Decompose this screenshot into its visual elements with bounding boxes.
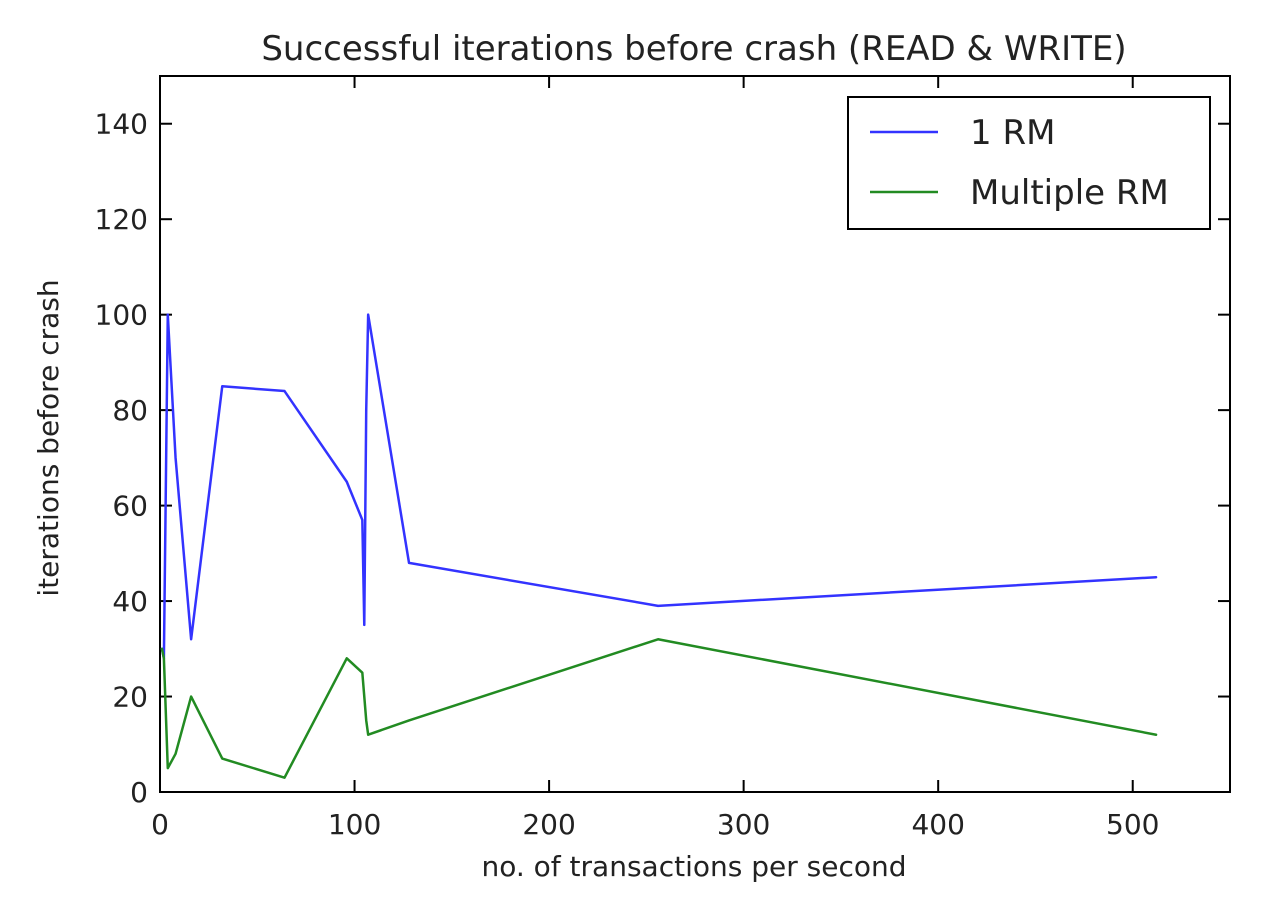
x-tick-label: 500 <box>1106 808 1159 841</box>
series-point-multiple-rm <box>345 657 348 660</box>
x-tick-label: 400 <box>911 808 964 841</box>
y-tick-label: 80 <box>112 394 148 427</box>
series-line-1-rm <box>160 313 1158 660</box>
series-point-1-rm <box>166 313 169 316</box>
series-point-1-rm <box>363 624 366 626</box>
y-ticks: 0 20 40 60 80 100 120 140 <box>95 108 1230 809</box>
series-point-1-rm <box>345 480 348 483</box>
series-point-multiple-rm <box>221 757 224 760</box>
series-point-1-rm <box>221 385 224 388</box>
y-axis-label: iterations before crash <box>32 279 65 596</box>
series-line-multiple-rm <box>160 638 1158 779</box>
y-tick-label: 60 <box>112 490 148 523</box>
series-point-multiple-rm <box>1155 733 1157 736</box>
legend: 1 RM Multiple RM <box>847 96 1211 230</box>
x-tick-label: 200 <box>522 808 575 841</box>
x-tick-label: 300 <box>717 808 770 841</box>
series-point-multiple-rm <box>166 767 169 769</box>
series-point-multiple-rm <box>163 657 165 660</box>
chart-title: Successful iterations before crash (READ… <box>261 29 1126 69</box>
series-point-1-rm <box>657 605 659 607</box>
x-tick-label: 100 <box>328 808 381 841</box>
y-tick-label: 0 <box>130 776 148 809</box>
x-axis-label: no. of transactions per second <box>481 850 906 883</box>
series-point-multiple-rm <box>174 753 177 755</box>
legend-box <box>847 96 1211 230</box>
legend-label-multiple-rm: Multiple RM <box>970 173 1169 213</box>
legend-label-1-rm: 1 RM <box>970 113 1055 153</box>
series-point-multiple-rm <box>408 719 410 722</box>
series-point-multiple-rm <box>361 671 364 674</box>
series-point-1-rm <box>408 562 410 564</box>
x-tick-label: 0 <box>151 808 169 841</box>
series-point-multiple-rm <box>161 648 163 650</box>
plot-frame <box>159 75 1231 793</box>
y-tick-label: 100 <box>95 299 148 332</box>
series-point-multiple-rm <box>190 695 192 698</box>
series-point-multiple-rm <box>365 719 368 722</box>
x-ticks: 0 100 200 300 400 500 <box>151 76 1159 841</box>
series-point-multiple-rm <box>657 638 659 641</box>
series-point-1-rm <box>283 390 286 392</box>
y-tick-label: 140 <box>95 108 148 141</box>
y-tick-label: 120 <box>95 203 148 236</box>
series-point-1-rm <box>367 313 369 316</box>
y-tick-label: 20 <box>112 681 148 714</box>
series-point-multiple-rm <box>363 695 366 698</box>
series-point-multiple-rm <box>283 776 286 779</box>
series-point-1-rm <box>190 638 192 641</box>
series-point-1-rm <box>174 457 177 459</box>
series-point-1-rm <box>1155 576 1157 578</box>
series-lines <box>160 313 1158 779</box>
series-point-1-rm <box>361 519 364 521</box>
y-tick-label: 40 <box>112 585 148 618</box>
series-point-multiple-rm <box>367 733 369 736</box>
series-point-1-rm <box>365 409 368 411</box>
